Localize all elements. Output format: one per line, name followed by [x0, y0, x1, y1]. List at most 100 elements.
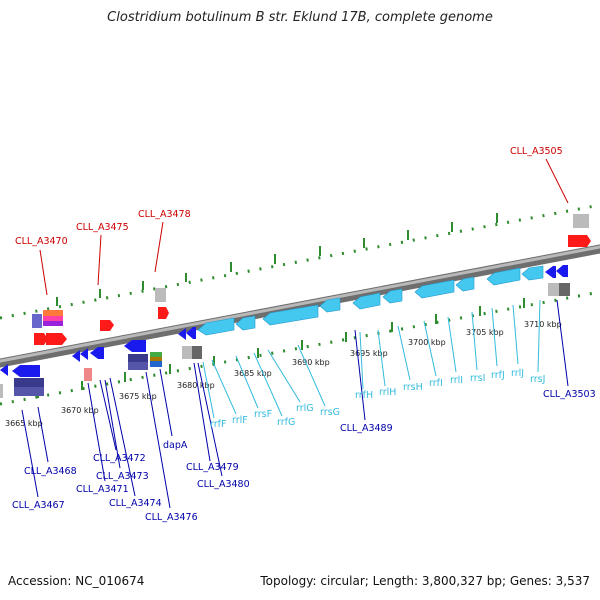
pseudo-gene-block[interactable] — [573, 214, 589, 228]
block-feature[interactable] — [14, 378, 44, 387]
block-feature[interactable] — [548, 283, 559, 296]
rrna-arrow[interactable] — [414, 279, 455, 299]
rrna-label[interactable]: rrlJ — [511, 368, 524, 379]
kbp-label: 3670 kbp — [61, 406, 99, 415]
block-feature[interactable] — [0, 384, 3, 398]
rrna-arrow[interactable] — [521, 265, 544, 281]
block-feature[interactable] — [192, 346, 202, 359]
gene-label-blue[interactable]: CLL_A3489 — [340, 423, 393, 434]
kbp-label: 3710 kbp — [524, 320, 562, 329]
block-feature[interactable] — [559, 283, 570, 296]
gene-label-red[interactable]: CLL_A3470 — [15, 236, 68, 247]
rrna-label[interactable]: rrsG — [320, 407, 340, 418]
dark-block-features[interactable] — [0, 283, 570, 398]
rrna-arrow[interactable] — [382, 288, 403, 304]
gene-label-red[interactable]: CLL_A3478 — [138, 209, 191, 220]
cds-arrow[interactable] — [90, 347, 104, 359]
gene-label-blue[interactable]: CLL_A3472 — [93, 453, 146, 464]
gene-label-blue[interactable]: CLL_A3467 — [12, 500, 65, 511]
rrna-label[interactable]: rrfH — [355, 390, 373, 401]
gene-label-blue[interactable]: dapA — [163, 440, 188, 451]
rrna-label[interactable]: rrlG — [296, 403, 314, 414]
block-feature[interactable] — [128, 354, 148, 362]
rrna-label[interactable]: rrsF — [254, 409, 272, 420]
rrna-labels[interactable]: rrfF rrlF rrsF rrfG rrlG rrsG rrfH rrlH … — [210, 368, 545, 430]
cds-arrow[interactable] — [186, 327, 196, 339]
kbp-label: 3675 kbp — [119, 392, 157, 401]
rrna-label[interactable]: rrlF — [232, 415, 248, 426]
block-feature[interactable] — [150, 361, 162, 367]
rrna-arrow[interactable] — [352, 292, 381, 310]
rrna-label[interactable]: rrsJ — [530, 374, 545, 385]
block-feature[interactable] — [128, 362, 148, 370]
gene-label-blue[interactable]: CLL_A3480 — [197, 479, 250, 490]
block-feature[interactable] — [14, 387, 44, 396]
multi-feature-block[interactable] — [32, 314, 42, 328]
genome-title: Clostridium botulinum B str. Eklund 17B,… — [107, 10, 493, 25]
kbp-label: 3690 kbp — [292, 358, 330, 367]
cds-arrow[interactable] — [80, 348, 88, 360]
rrna-label[interactable]: rrsI — [470, 373, 485, 384]
kbp-label: 3700 kbp — [408, 338, 446, 347]
rrna-arrow[interactable] — [197, 317, 235, 336]
blue-cds-features[interactable] — [0, 265, 568, 377]
gene-label-blue[interactable]: CLL_A3476 — [145, 512, 198, 523]
rrna-label[interactable]: rrfF — [210, 419, 226, 430]
rrna-arrow[interactable] — [319, 297, 341, 313]
rrna-leaders — [202, 299, 541, 419]
gene-label-blue[interactable]: CLL_A3503 — [543, 389, 596, 400]
cds-arrow[interactable] — [12, 365, 40, 377]
cds-arrow[interactable] — [556, 265, 568, 277]
block-feature[interactable] — [150, 357, 162, 361]
blue-gene-leaders — [21, 299, 569, 509]
gene-label-blue[interactable]: CLL_A3471 — [76, 484, 129, 495]
kbp-labels: 3665 kbp 3670 kbp 3675 kbp 3680 kbp 3685… — [5, 320, 562, 428]
rrna-arrow[interactable] — [235, 315, 256, 331]
genome-backbone — [0, 244, 600, 368]
cds-arrow[interactable] — [124, 340, 146, 352]
kbp-label: 3695 kbp — [350, 349, 388, 358]
red-gene-feature[interactable] — [576, 235, 591, 247]
rrna-features[interactable] — [197, 265, 544, 336]
multi-feature-block[interactable] — [43, 316, 63, 321]
red-gene-feature[interactable] — [46, 333, 67, 345]
block-feature[interactable] — [150, 352, 162, 357]
cds-arrow[interactable] — [0, 364, 8, 376]
rrna-arrow[interactable] — [262, 304, 319, 326]
block-feature[interactable] — [84, 368, 92, 381]
kbp-label: 3705 kbp — [466, 328, 504, 337]
rrna-label[interactable]: rrsH — [403, 382, 423, 393]
rrna-arrow[interactable] — [455, 276, 475, 292]
cds-arrow[interactable] — [545, 266, 556, 278]
rrna-label[interactable]: rrlI — [450, 375, 463, 386]
red-gene-feature[interactable] — [158, 307, 169, 319]
block-feature[interactable] — [182, 346, 192, 359]
rrna-arrow[interactable] — [486, 267, 521, 286]
rrna-label[interactable]: rrfJ — [491, 370, 505, 381]
gene-label-blue[interactable]: CLL_A3474 — [109, 498, 162, 509]
kbp-label: 3665 kbp — [5, 419, 43, 428]
red-gene-labels[interactable] — [39, 158, 569, 296]
red-gene-feature[interactable] — [100, 320, 114, 331]
cds-arrow[interactable] — [72, 350, 80, 362]
gene-label-red[interactable]: CLL_A3475 — [76, 222, 129, 233]
blue-gene-labels[interactable]: CLL_A3468 CLL_A3467 CLL_A3472 CLL_A3473 … — [12, 389, 596, 523]
pseudo-gene-block[interactable] — [155, 288, 166, 302]
multi-feature-block[interactable] — [43, 321, 63, 326]
accession-label: Accession: NC_010674 — [8, 574, 145, 588]
gene-label-blue[interactable]: CLL_A3468 — [24, 466, 77, 477]
red-gene-feature[interactable] — [34, 333, 48, 345]
rrna-label[interactable]: rrfI — [429, 378, 443, 389]
rrna-label[interactable]: rrlH — [379, 387, 396, 398]
rrna-label[interactable]: rrfG — [277, 417, 295, 428]
kbp-label: 3680 kbp — [177, 381, 215, 390]
kbp-label: 3685 kbp — [234, 369, 272, 378]
cds-arrow[interactable] — [178, 328, 186, 340]
gene-label-blue[interactable]: CLL_A3473 — [96, 471, 149, 482]
red-features[interactable] — [32, 214, 591, 345]
gene-label-red[interactable]: CLL_A3505 — [510, 146, 563, 157]
gene-label-blue[interactable]: CLL_A3479 — [186, 462, 239, 473]
multi-feature-block[interactable] — [43, 310, 63, 316]
genome-summary: Topology: circular; Length: 3,800,327 bp… — [260, 574, 590, 588]
